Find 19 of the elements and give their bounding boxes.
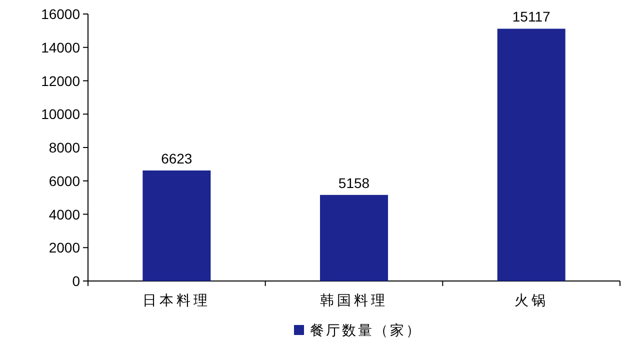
x-tick-label: 韩国料理 bbox=[320, 292, 388, 308]
y-tick-label: 2000 bbox=[48, 240, 80, 256]
bar bbox=[320, 194, 388, 281]
legend-label: 餐厅数量（家） bbox=[310, 322, 422, 338]
y-tick-label: 8000 bbox=[48, 140, 80, 156]
data-label: 15117 bbox=[512, 8, 550, 25]
data-label: 5158 bbox=[338, 174, 370, 191]
y-tick-label: 12000 bbox=[41, 72, 80, 89]
x-tick-label: 日本料理 bbox=[142, 292, 211, 308]
y-tick-label: 6000 bbox=[48, 172, 80, 189]
y-tick-label: 4000 bbox=[48, 206, 80, 222]
bar bbox=[142, 170, 211, 281]
x-tick-label: 火锅 bbox=[514, 292, 548, 308]
bar bbox=[497, 28, 566, 281]
y-tick-label: 14000 bbox=[41, 39, 80, 56]
y-tick-label: 10000 bbox=[41, 106, 80, 122]
data-label: 6623 bbox=[161, 150, 192, 166]
y-tick-label: 0 bbox=[72, 273, 80, 289]
y-tick-label: 16000 bbox=[41, 6, 80, 22]
